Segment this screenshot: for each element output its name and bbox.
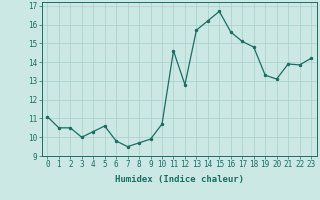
X-axis label: Humidex (Indice chaleur): Humidex (Indice chaleur): [115, 175, 244, 184]
